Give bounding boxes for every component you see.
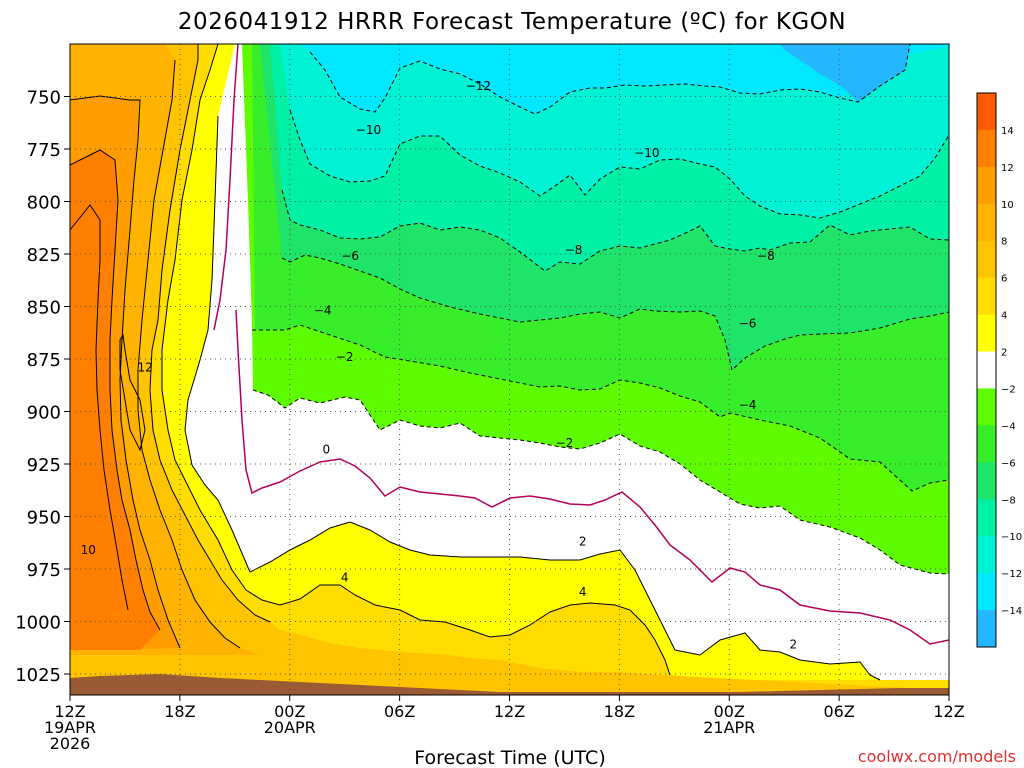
colorbar-swatch xyxy=(977,499,996,537)
contour-label: −12 xyxy=(466,79,491,93)
contour-label: −4 xyxy=(739,398,757,412)
contour-label: 10 xyxy=(81,543,96,557)
x-tick-label: 19APR xyxy=(44,718,96,737)
colorbar-swatch xyxy=(977,536,996,574)
colorbar-swatch xyxy=(977,610,996,648)
contour-label: −6 xyxy=(739,316,757,330)
x-tick-label: 06Z xyxy=(384,702,415,721)
y-tick-label: 900 xyxy=(27,403,61,424)
y-axis-ticks: 750 775 800 825 850 875 900 925 950 975 1000 1025 xyxy=(15,88,70,686)
contour-label: −2 xyxy=(336,350,354,364)
colorbar-label: −2 xyxy=(1001,384,1016,395)
colorbar-label: −8 xyxy=(1001,495,1016,506)
chart-title: 2026041912 HRRR Forecast Temperature (ºC… xyxy=(178,9,846,35)
contour-label: −8 xyxy=(757,249,775,263)
y-tick-label: 1000 xyxy=(15,613,61,634)
colorbar-label: 12 xyxy=(1001,163,1014,174)
credit-text: coolwx.com/models xyxy=(858,747,1016,766)
y-tick-label: 925 xyxy=(27,455,61,476)
colorbar: 14 12 10 8 6 4 2 −2 −4 −6 −8 −10 −12 −14 xyxy=(976,92,1022,648)
x-tick-label: 12Z xyxy=(933,702,964,721)
x-axis-label: Forecast Time (UTC) xyxy=(414,747,605,768)
x-tick-label: 00Z xyxy=(274,702,305,721)
colorbar-label: −12 xyxy=(1001,569,1022,580)
colorbar-frame xyxy=(976,92,997,648)
x-tick-label: 2026 xyxy=(50,734,91,753)
isotherm-positive-lines xyxy=(70,44,881,681)
contour-label: −6 xyxy=(341,249,359,263)
band-below-minus-14 xyxy=(780,44,910,102)
contour-label: 4 xyxy=(579,585,587,599)
y-tick-label: 750 xyxy=(27,88,61,109)
x-tick-label: 20APR xyxy=(264,718,316,737)
band-14-to-12 xyxy=(70,150,160,650)
contour-label: −10 xyxy=(634,146,659,160)
x-tick-label: 12Z xyxy=(54,702,85,721)
x-tick-label: 12Z xyxy=(494,702,525,721)
contour-label: −10 xyxy=(356,123,381,137)
contour-label: −2 xyxy=(556,436,574,450)
contour-label: 12 xyxy=(137,360,152,374)
colorbar-swatch xyxy=(977,166,996,205)
colorbar-label: −10 xyxy=(1001,532,1022,543)
band-2-to-minus-2 xyxy=(70,44,949,695)
y-tick-label: 1025 xyxy=(15,665,61,686)
contour-label: 4 xyxy=(341,570,349,584)
x-tick-label: 00Z xyxy=(714,702,745,721)
y-tick-label: 875 xyxy=(27,350,61,371)
colorbar-swatch xyxy=(977,351,996,389)
gridlines xyxy=(70,44,949,695)
colorbar-swatch xyxy=(977,314,996,353)
y-tick-label: 825 xyxy=(27,245,61,266)
colorbar-swatch xyxy=(977,129,996,168)
y-tick-label: 800 xyxy=(27,193,61,214)
colorbar-swatch xyxy=(977,573,996,611)
colorbar-label: 4 xyxy=(1001,311,1007,322)
colorbar-swatch xyxy=(977,388,996,426)
y-tick-label: 950 xyxy=(27,508,61,529)
colorbar-label: −4 xyxy=(1001,421,1016,432)
colorbar-label: 10 xyxy=(1001,200,1014,211)
colorbar-swatch xyxy=(977,203,996,242)
colorbar-swatch xyxy=(977,462,996,500)
x-tick-label: 18Z xyxy=(164,702,195,721)
y-tick-label: 850 xyxy=(27,298,61,319)
colorbar-label: 14 xyxy=(1001,126,1014,137)
x-tick-label: 06Z xyxy=(823,702,854,721)
colorbar-swatch xyxy=(977,425,996,463)
contour-labels: −12 −10 −10 −8 −8 −6 −6 −4 −4 −2 −2 0 2 2 4 4 10 12 xyxy=(81,79,797,652)
colorbar-swatch xyxy=(977,93,996,131)
colorbar-label: −6 xyxy=(1001,458,1016,469)
contour-label: −4 xyxy=(314,304,332,318)
y-tick-label: 975 xyxy=(27,560,61,581)
zero-isotherm-line xyxy=(213,44,949,645)
colorbar-label: 8 xyxy=(1001,237,1007,248)
colorbar-label: 6 xyxy=(1001,274,1007,285)
colorbar-label: −14 xyxy=(1001,606,1022,617)
plot-area xyxy=(70,44,949,695)
isotherm-negative-lines xyxy=(252,44,949,575)
contour-label: 2 xyxy=(790,638,798,652)
colorbar-label: 2 xyxy=(1001,348,1007,359)
contour-label: −8 xyxy=(565,243,583,257)
colorbar-swatch xyxy=(977,240,996,279)
contour-label: 0 xyxy=(323,442,331,456)
y-tick-label: 775 xyxy=(27,140,61,161)
contour-label: 2 xyxy=(579,535,587,549)
x-tick-label: 21APR xyxy=(703,718,755,737)
x-tick-label: 18Z xyxy=(604,702,635,721)
band-minus-12-to-minus-14 xyxy=(300,44,949,114)
colorbar-swatch xyxy=(977,277,996,316)
